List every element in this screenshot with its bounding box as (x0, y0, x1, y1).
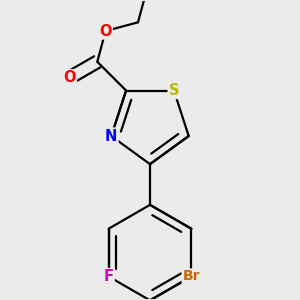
Text: O: O (64, 70, 76, 85)
Text: S: S (169, 83, 179, 98)
Text: O: O (99, 23, 112, 38)
Text: F: F (103, 269, 114, 284)
Text: Br: Br (183, 269, 200, 284)
Text: N: N (105, 128, 118, 143)
